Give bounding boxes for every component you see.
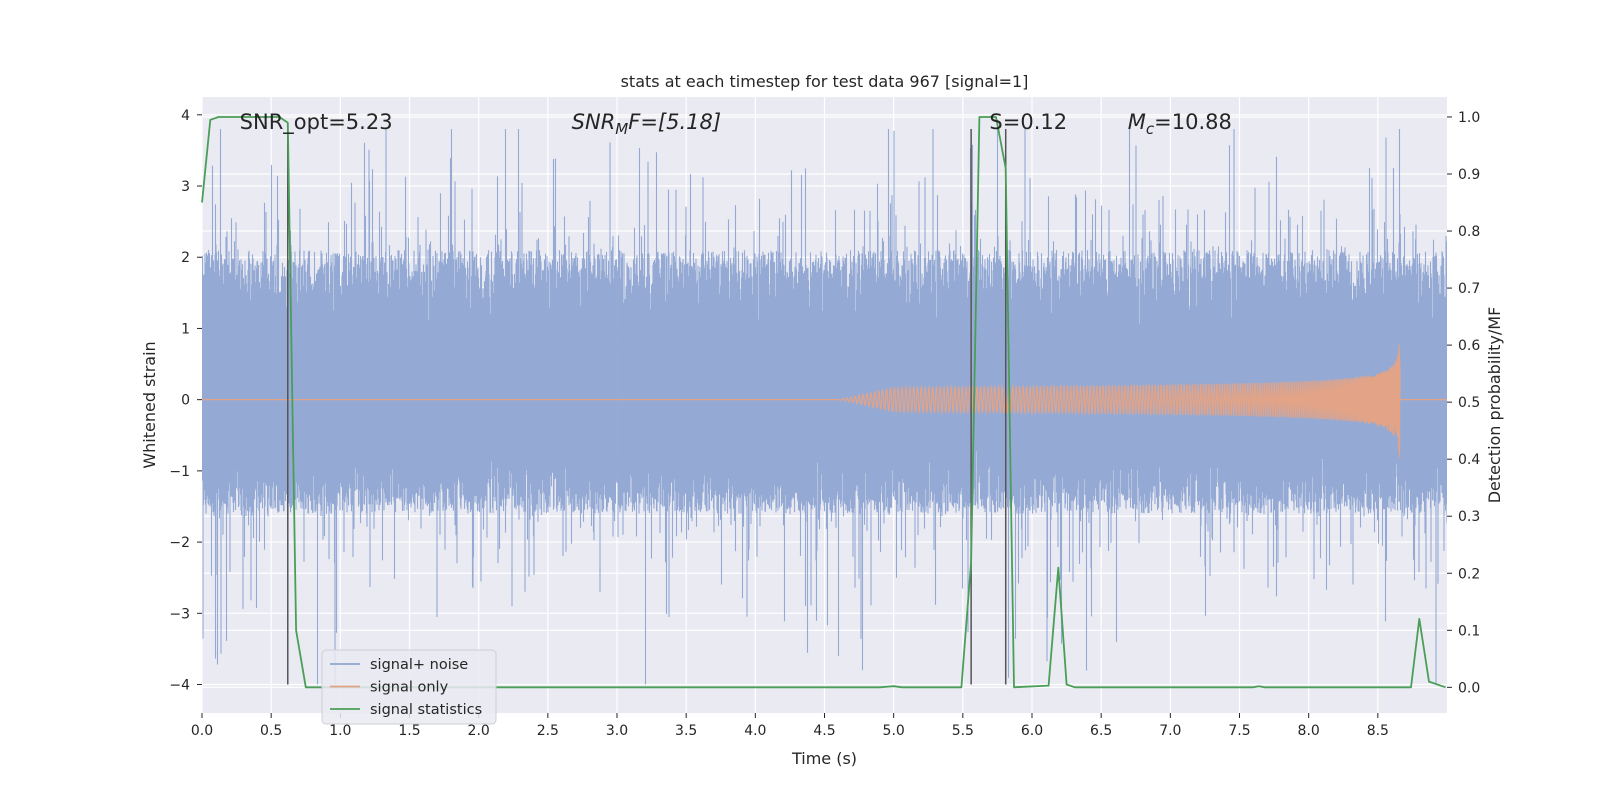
x-tick-label: 2.0 <box>468 723 490 739</box>
signal-statistics-line <box>201 116 1446 689</box>
x-tick-label: 4.5 <box>813 723 835 739</box>
y2-tick-label: 0.7 <box>1458 281 1480 297</box>
y2-tick-label: 0.9 <box>1458 167 1480 183</box>
x-tick-label: 2.5 <box>537 723 559 739</box>
x-tick-label: 0.5 <box>260 723 282 739</box>
y-tick-label: 2 <box>181 250 190 266</box>
x-tick-label: 5.5 <box>952 723 974 739</box>
x-tick-label: 1.5 <box>398 723 420 739</box>
y-axis-title: Whitened strain <box>140 341 159 468</box>
y2-axis-title: Detection probability/MF <box>1485 307 1504 504</box>
annotations: SNR_opt=5.23 SNRMF=[5.18] S=0.12 Mc=10.88 <box>240 110 1232 138</box>
legend-label: signal only <box>370 680 449 696</box>
signal-only-line <box>202 344 1447 458</box>
signal-statistics-layer <box>201 116 1446 689</box>
annotation: S=0.12 <box>989 110 1067 134</box>
annotation: Mc=10.88 <box>1128 110 1232 138</box>
y2-tick-label: 0.2 <box>1458 566 1480 582</box>
y2-tick-label: 0.3 <box>1458 509 1480 525</box>
y2-tick-label: 0.8 <box>1458 224 1480 240</box>
legend-box <box>321 649 497 725</box>
x-tick-label: 6.5 <box>1090 723 1112 739</box>
y-tick-label: 0 <box>181 393 190 409</box>
x-tick-label: 6.0 <box>1021 723 1043 739</box>
y-tick-label: −2 <box>169 535 190 551</box>
series-layer <box>202 129 1447 685</box>
x-tick-label: 8.5 <box>1367 723 1389 739</box>
legend-label: signal statistics <box>370 702 482 718</box>
y2-tick-label: 0.4 <box>1458 452 1480 468</box>
annotation: SNRMF=[5.18] <box>572 110 721 138</box>
y2-tick-label: 0.0 <box>1458 680 1480 696</box>
x-tick-label: 3.5 <box>675 723 697 739</box>
y-tick-label: 3 <box>181 179 190 195</box>
x-tick-label: 4.0 <box>744 723 766 739</box>
y2-tick-label: 1.0 <box>1458 110 1480 126</box>
plot-title: stats at each timestep for test data 967… <box>621 72 1029 91</box>
legend: signal+ noise signal only signal statistic… <box>321 649 497 725</box>
annotation: SNR_opt=5.23 <box>240 110 393 135</box>
tick-labels: 0.0 0.5 1.0 1.5 2.0 2.5 3.0 3.5 4.0 4.5 5.0 5.5 6.0 6… <box>169 108 1480 739</box>
x-axis-title: Time (s) <box>791 749 857 768</box>
y2-tick-label: 0.6 <box>1458 338 1480 354</box>
x-tick-label: 3.0 <box>606 723 628 739</box>
y-tick-label: 1 <box>181 321 190 337</box>
y-tick-label: −3 <box>169 606 190 622</box>
x-tick-label: 1.0 <box>329 723 351 739</box>
y-tick-label: −1 <box>169 464 190 480</box>
x-tick-label: 8.0 <box>1298 723 1320 739</box>
legend-label: signal+ noise <box>370 657 468 673</box>
x-tick-label: 5.0 <box>883 723 905 739</box>
x-tick-label: 0.0 <box>191 723 213 739</box>
tick-marks <box>197 114 1452 718</box>
y2-tick-label: 0.1 <box>1458 623 1480 639</box>
y-tick-label: 4 <box>181 108 190 124</box>
y-tick-label: −4 <box>169 678 190 694</box>
x-tick-label: 7.0 <box>1159 723 1181 739</box>
x-tick-label: 7.5 <box>1228 723 1250 739</box>
y2-tick-label: 0.5 <box>1458 395 1480 411</box>
